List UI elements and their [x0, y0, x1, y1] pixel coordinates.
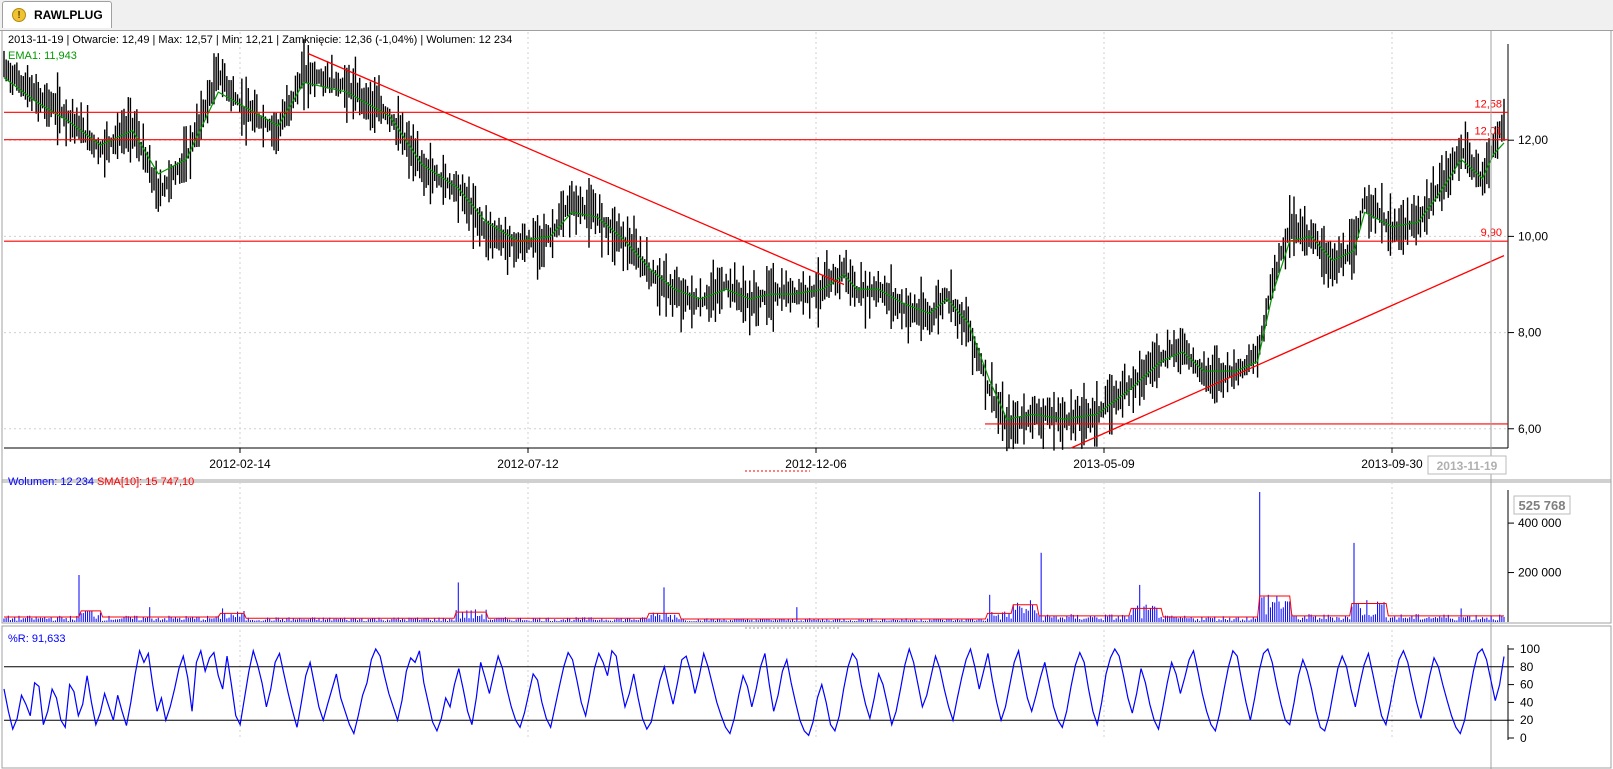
williams-r-y-tick-label: 80 — [1520, 660, 1534, 674]
y-tick-label: 12,00 — [1518, 133, 1548, 147]
ohlc-info-bar: 2013-11-19 | Otwarcie: 12,49 | Max: 12,5… — [8, 34, 512, 46]
x-tick-label: 2012-07-12 — [497, 457, 559, 471]
level-label: 12,01 — [1474, 126, 1502, 138]
williams-r-y-tick-label: 0 — [1520, 731, 1527, 745]
tab-bar: ! RAWLPLUG — [0, 0, 1613, 31]
y-tick-label: 10,00 — [1518, 229, 1548, 243]
cursor-date-label: 2013-11-19 — [1437, 459, 1498, 473]
warning-icon: ! — [12, 8, 26, 22]
cursor-date-box — [1427, 455, 1507, 475]
volume-max-box — [1513, 495, 1571, 515]
trend-line — [1070, 255, 1505, 449]
williams-r-frame — [1, 625, 1612, 769]
volume-y-tick-label: 200 000 — [1518, 566, 1562, 580]
trend-line — [308, 53, 845, 286]
tab-label: RAWLPLUG — [34, 8, 103, 22]
price-panel[interactable]: 2012-02-14 2012-07-12 2012-12-06 2013-05-09… — [1, 30, 1612, 769]
williams-r-y-tick-label: 100 — [1520, 642, 1540, 656]
volume-bars — [3, 492, 1505, 622]
x-tick-label: 2012-12-06 — [785, 457, 847, 471]
volume-sma-label: SMA[10]: 15 747,10 — [97, 476, 194, 488]
x-tick-label: 2013-05-09 — [1073, 457, 1135, 471]
volume-panel[interactable]: Wolumen: 12 234 SMA[10]: 15 747,10 200 000… — [1, 476, 1612, 629]
price-frame — [1, 30, 1612, 483]
williams-r-panel[interactable]: %R: 91,633 0 20 40 60 80 100 — [1, 625, 1612, 769]
y-tick-label: 8,00 — [1518, 326, 1542, 340]
chart-area[interactable]: 2012-02-14 2012-07-12 2012-12-06 2013-05-09… — [0, 30, 1613, 769]
williams-r-y-tick-label: 40 — [1520, 695, 1534, 709]
ema-line — [3, 77, 1505, 420]
x-tick-label: 2013-09-30 — [1361, 457, 1423, 471]
volume-max-label: 525 768 — [1519, 498, 1566, 513]
y-tick-label: 6,00 — [1518, 422, 1542, 436]
ema-label: EMA1: 11,943 — [8, 50, 77, 62]
volume-sma-line — [4, 595, 1504, 620]
x-tick-label: 2012-02-14 — [209, 457, 271, 471]
volume-label: Wolumen: 12 234 — [8, 476, 94, 488]
williams-r-y-tick-label: 60 — [1520, 678, 1534, 692]
volume-frame — [1, 479, 1612, 624]
volume-y-tick-label: 400 000 — [1518, 516, 1562, 530]
tab-rawlplug[interactable]: ! RAWLPLUG — [2, 1, 112, 28]
williams-r-line — [3, 646, 1505, 737]
williams-r-label: %R: 91,633 — [8, 633, 65, 645]
williams-r-y-tick-label: 20 — [1520, 713, 1534, 727]
level-label: 12,58 — [1474, 98, 1502, 110]
